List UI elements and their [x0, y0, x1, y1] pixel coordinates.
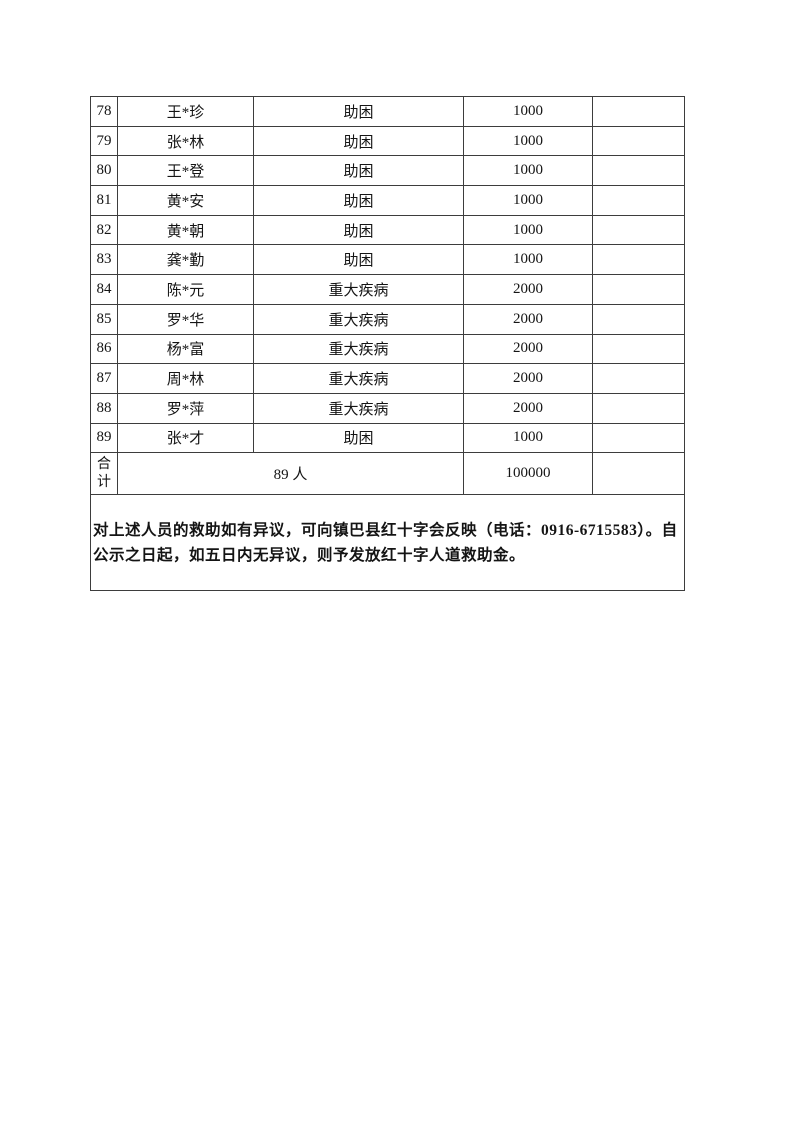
cell-amount: 1000: [463, 422, 593, 454]
cell-note: [592, 422, 685, 454]
cell-aid-type: 助困: [253, 244, 464, 276]
table-row: 81 黄*安 助困 1000: [90, 185, 685, 216]
cell-recipient-name: 王*登: [117, 155, 254, 187]
cell-row-number: 86: [90, 333, 118, 365]
cell-aid-type: 重大疾病: [253, 392, 464, 424]
cell-note: [592, 96, 685, 127]
cell-recipient-name: 张*才: [117, 422, 254, 454]
cell-amount: 1000: [463, 125, 593, 157]
cell-row-number: 81: [90, 185, 118, 216]
table-row: 84 陈*元 重大疾病 2000: [90, 274, 685, 305]
cell-amount: 2000: [463, 363, 593, 394]
cell-amount: 2000: [463, 274, 593, 305]
cell-note: [592, 244, 685, 276]
cell-amount: 1000: [463, 155, 593, 187]
cell-row-number: 80: [90, 155, 118, 187]
cell-recipient-name: 周*林: [117, 363, 254, 394]
aid-recipients-table: 78 王*珍 助困 1000 79 张*林 助困 1000 80 王*登 助困 …: [90, 96, 685, 592]
cell-row-number: 82: [90, 214, 118, 246]
cell-amount: 1000: [463, 96, 593, 127]
cell-recipient-name: 陈*元: [117, 274, 254, 305]
total-note-cell: [592, 452, 685, 496]
cell-row-number: 88: [90, 392, 118, 424]
table-row: 87 周*林 重大疾病 2000: [90, 363, 685, 394]
table-row: 78 王*珍 助困 1000: [90, 96, 685, 127]
cell-row-number: 87: [90, 363, 118, 394]
total-amount-cell: 100000: [463, 452, 593, 496]
footer-note-row: 对上述人员的救助如有异议，可向镇巴县红十字会反映（电话：0916-6715583…: [90, 494, 685, 592]
table-row: 85 罗*华 重大疾病 2000: [90, 303, 685, 335]
cell-row-number: 84: [90, 274, 118, 305]
table-row: 88 罗*萍 重大疾病 2000: [90, 392, 685, 424]
cell-aid-type: 助困: [253, 214, 464, 246]
table-footer-body: 合计 89 人 100000 对上述人员的救助如有异议，可向镇巴县红十字会反映（…: [90, 452, 685, 592]
cell-row-number: 79: [90, 125, 118, 157]
cell-row-number: 83: [90, 244, 118, 276]
table-row: 89 张*才 助困 1000: [90, 422, 685, 454]
cell-recipient-name: 黄*安: [117, 185, 254, 216]
cell-aid-type: 助困: [253, 125, 464, 157]
cell-note: [592, 333, 685, 365]
cell-recipient-name: 王*珍: [117, 96, 254, 127]
cell-note: [592, 214, 685, 246]
cell-note: [592, 274, 685, 305]
table-row: 86 杨*富 重大疾病 2000: [90, 333, 685, 365]
table-row: 83 龚*勤 助困 1000: [90, 244, 685, 276]
cell-recipient-name: 黄*朝: [117, 214, 254, 246]
cell-amount: 1000: [463, 185, 593, 216]
cell-note: [592, 303, 685, 335]
cell-note: [592, 185, 685, 216]
footer-note-cell: 对上述人员的救助如有异议，可向镇巴县红十字会反映（电话：0916-6715583…: [90, 494, 685, 592]
cell-note: [592, 155, 685, 187]
table-row: 82 黄*朝 助困 1000: [90, 214, 685, 246]
cell-aid-type: 助困: [253, 96, 464, 127]
cell-aid-type: 重大疾病: [253, 333, 464, 365]
cell-aid-type: 助困: [253, 185, 464, 216]
cell-recipient-name: 龚*勤: [117, 244, 254, 276]
total-row: 合计 89 人 100000: [90, 452, 685, 496]
cell-amount: 1000: [463, 244, 593, 276]
cell-amount: 2000: [463, 392, 593, 424]
total-count-cell: 89 人: [117, 452, 464, 496]
cell-aid-type: 重大疾病: [253, 274, 464, 305]
cell-row-number: 78: [90, 96, 118, 127]
cell-amount: 2000: [463, 303, 593, 335]
cell-recipient-name: 罗*华: [117, 303, 254, 335]
cell-recipient-name: 罗*萍: [117, 392, 254, 424]
table-row: 80 王*登 助困 1000: [90, 155, 685, 187]
cell-row-number: 89: [90, 422, 118, 454]
cell-note: [592, 363, 685, 394]
cell-recipient-name: 张*林: [117, 125, 254, 157]
table-row: 79 张*林 助困 1000: [90, 125, 685, 157]
cell-row-number: 85: [90, 303, 118, 335]
cell-note: [592, 392, 685, 424]
cell-recipient-name: 杨*富: [117, 333, 254, 365]
cell-amount: 1000: [463, 214, 593, 246]
cell-aid-type: 重大疾病: [253, 303, 464, 335]
total-label-cell: 合计: [90, 452, 118, 496]
cell-note: [592, 125, 685, 157]
cell-aid-type: 助困: [253, 422, 464, 454]
cell-aid-type: 助困: [253, 155, 464, 187]
cell-aid-type: 重大疾病: [253, 363, 464, 394]
table-body: 78 王*珍 助困 1000 79 张*林 助困 1000 80 王*登 助困 …: [90, 96, 685, 454]
cell-amount: 2000: [463, 333, 593, 365]
